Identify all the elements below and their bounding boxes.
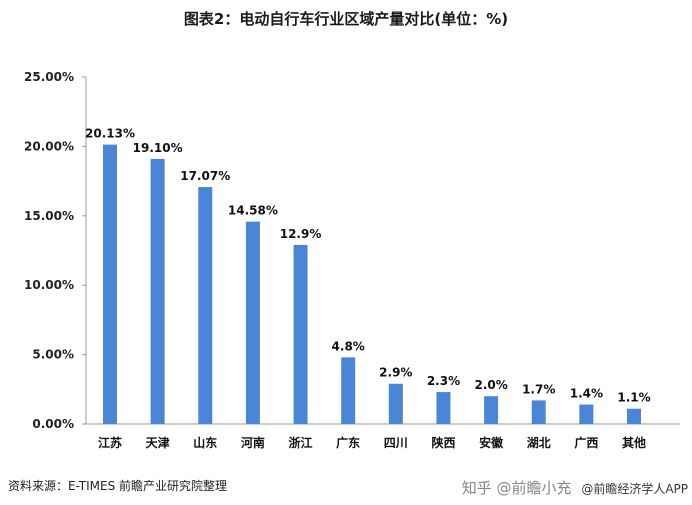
bar xyxy=(293,244,308,424)
bars xyxy=(103,144,641,425)
y-tick-label: 15.00% xyxy=(24,209,74,223)
chart-title: 图表2：电动自行车行业区域产量对比(单位：%) xyxy=(183,10,509,28)
y-tick-label: 10.00% xyxy=(24,278,74,292)
y-tick-label: 0.00% xyxy=(32,417,74,431)
bar xyxy=(484,396,499,424)
zhihu-brand: 知乎 @前瞻小充 xyxy=(461,479,572,497)
bar xyxy=(103,144,117,425)
bar xyxy=(341,357,356,424)
y-tick-labels: 0.00% 5.00% 10.00% 15.00% 20.00% 25.00% xyxy=(24,70,74,431)
y-tick-label: 20.00% xyxy=(24,139,74,153)
x-tick-label: 安徽 xyxy=(479,435,504,450)
app-credit: @前瞻经济学人APP xyxy=(581,482,688,496)
data-label: 1.4% xyxy=(570,387,603,401)
x-tick-label: 浙江 xyxy=(289,435,313,450)
x-tick-label: 四川 xyxy=(384,436,408,450)
x-tick-label: 天津 xyxy=(146,435,170,450)
data-label: 4.8% xyxy=(332,339,365,353)
data-label: 2.0% xyxy=(474,378,507,392)
y-tick-label: 5.00% xyxy=(32,348,74,362)
x-tick-label: 广西 xyxy=(574,435,598,450)
x-tick-label: 广东 xyxy=(336,435,360,450)
bar xyxy=(198,187,213,424)
x-tick-label: 河南 xyxy=(240,435,265,450)
bar xyxy=(627,408,641,424)
bar xyxy=(579,404,594,424)
credit-block: 知乎 @前瞻小充 @前瞻经济学人APP xyxy=(462,477,688,498)
data-label: 1.7% xyxy=(522,382,555,396)
source-note: 资料来源：E-TIMES 前瞻产业研究院整理 xyxy=(8,479,228,493)
x-tick-label: 其他 xyxy=(622,435,646,450)
data-label: 17.07% xyxy=(180,169,230,183)
data-labels: 20.13%19.10% 17.07% 14.58%12.9% 4.8% 2.9% 2.3… xyxy=(85,127,651,405)
data-label: 2.3% xyxy=(427,374,460,388)
bar xyxy=(436,392,451,424)
bar xyxy=(245,221,260,424)
x-tick-label: 湖北 xyxy=(527,435,551,450)
bar xyxy=(388,383,403,424)
data-label: 12.9% xyxy=(280,227,322,241)
bar xyxy=(531,400,546,424)
x-tick-label: 山东 xyxy=(193,435,217,450)
y-tick-label: 25.00% xyxy=(24,70,74,84)
data-label: 20.13% xyxy=(85,127,135,141)
data-label: 2.9% xyxy=(379,366,412,380)
data-label: 19.10% xyxy=(133,141,183,155)
data-label: 1.1% xyxy=(617,391,650,405)
data-label: 14.58% xyxy=(228,204,278,218)
bar xyxy=(150,158,165,424)
x-tick-label: 陕西 xyxy=(431,435,455,450)
x-tick-labels: 江苏 天津 山东 河南 浙江 广东 四川 陕西 安徽 湖北 广西 其他 xyxy=(98,435,646,450)
x-tick-label: 江苏 xyxy=(98,435,122,450)
